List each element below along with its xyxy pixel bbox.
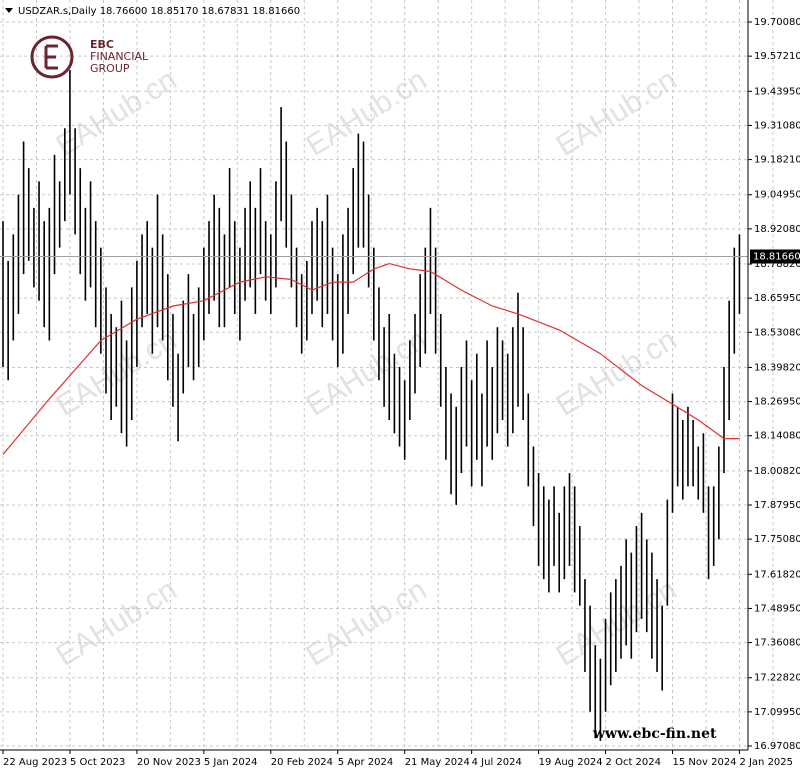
x-tick-label: 2 Jan 2025 bbox=[739, 757, 793, 768]
y-tick-label: 18.92080 bbox=[754, 224, 800, 235]
x-tick-label: 5 Jan 2024 bbox=[204, 757, 258, 768]
logo-text: FINANCIAL bbox=[90, 50, 149, 63]
last-price-box bbox=[750, 249, 800, 264]
chart-title: USDZAR.s,Daily 18.76600 18.85170 18.6783… bbox=[18, 6, 300, 17]
x-tick-label: 2 Oct 2024 bbox=[606, 757, 661, 768]
x-tick-label: 22 Aug 2023 bbox=[3, 757, 67, 768]
y-tick-label: 18.65950 bbox=[754, 293, 800, 304]
y-tick-label: 17.87950 bbox=[754, 500, 800, 511]
y-tick-label: 18.39820 bbox=[754, 362, 800, 373]
y-tick-label: 16.97080 bbox=[754, 741, 800, 752]
plot bbox=[0, 69, 748, 741]
axes: 19.70080 19.57210 19.43950 19.31080 19.18210… bbox=[2, 17, 800, 768]
x-tick-label: 4 Jul 2024 bbox=[472, 757, 522, 768]
moving-average bbox=[2, 262, 740, 455]
y-tick-label: 17.09950 bbox=[754, 707, 800, 718]
menu-arrow bbox=[5, 8, 13, 13]
y-tick-label: 19.43950 bbox=[754, 86, 800, 97]
x-tick-label: 20 Nov 2023 bbox=[137, 757, 201, 768]
logo-text: GROUP bbox=[90, 62, 130, 75]
y-tick-label: 18.26950 bbox=[754, 397, 800, 408]
y-tick-label: 19.18210 bbox=[754, 155, 800, 166]
y-tick-label: 18.14080 bbox=[754, 431, 800, 442]
y-tick-label: 19.04950 bbox=[754, 190, 800, 201]
y-tick-label: 19.70080 bbox=[754, 17, 800, 28]
y-tick-label: 17.22820 bbox=[754, 673, 800, 684]
y-tick-label: 18.00820 bbox=[754, 466, 800, 477]
x-tick-label: 19 Aug 2024 bbox=[539, 757, 603, 768]
x-tick-label: 5 Oct 2023 bbox=[70, 757, 125, 768]
y-tick-label: 18.78820 bbox=[754, 259, 800, 270]
x-tick-label: 15 Nov 2024 bbox=[673, 757, 737, 768]
y-tick-label: 17.61820 bbox=[754, 569, 800, 580]
y-tick-label: 18.53080 bbox=[754, 327, 800, 338]
y-tick-label: 19.31080 bbox=[754, 120, 800, 131]
site-url: www.ebc-fin.net bbox=[592, 726, 717, 742]
x-tick-label: 5 Apr 2024 bbox=[338, 757, 393, 768]
x-tick-label: 20 Feb 2024 bbox=[271, 757, 333, 768]
y-tick-label: 17.48950 bbox=[754, 603, 800, 614]
logo-ring bbox=[30, 35, 74, 79]
logo: EBC FINANCIAL GROUP bbox=[30, 35, 149, 79]
logo-text: EBC bbox=[90, 38, 114, 51]
y-tick-label: 17.75080 bbox=[754, 534, 800, 545]
logo-mark bbox=[44, 44, 58, 70]
x-tick-label: 21 May 2024 bbox=[405, 757, 470, 768]
y-tick-label: 19.57210 bbox=[754, 51, 800, 62]
last-price-label: 18.81660 bbox=[753, 251, 800, 262]
y-tick-label: 17.36080 bbox=[754, 638, 800, 649]
